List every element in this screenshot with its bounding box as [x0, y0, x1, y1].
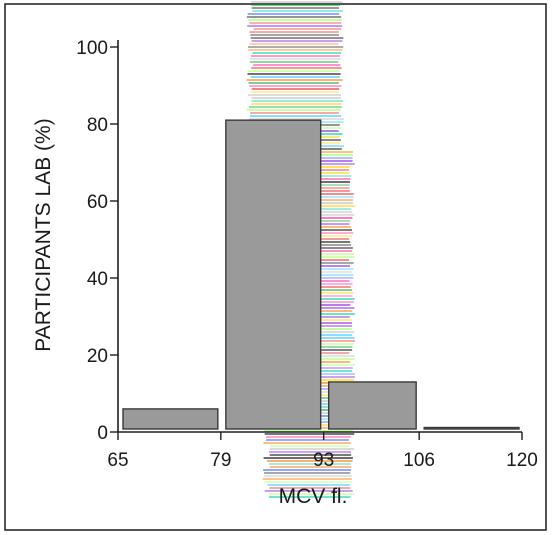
histogram-bar-1 — [122, 408, 219, 430]
y-tick-label: 0 — [97, 423, 108, 444]
x-axis-label: MCV fl. — [279, 485, 348, 508]
x-tick-label: 106 — [403, 450, 435, 471]
bars — [122, 119, 520, 430]
histogram-bar-2 — [225, 119, 322, 430]
y-ticks: 0 20 40 60 80 100 — [76, 38, 118, 444]
x-ticks: 65 79 93 106 120 — [107, 432, 538, 471]
y-axis-label: PARTICIPANTS LAB (%) — [32, 118, 55, 351]
y-tick-label: 20 — [87, 346, 108, 367]
y-tick-label: 40 — [87, 269, 108, 290]
y-tick-label: 60 — [87, 192, 108, 213]
figure-border — [4, 3, 547, 531]
x-tick-label: 120 — [506, 450, 538, 471]
histogram-bar-3 — [327, 381, 417, 430]
x-tick-label: 79 — [210, 450, 231, 471]
x-tick-label: 65 — [107, 450, 128, 471]
histogram-bar-4 — [423, 426, 520, 430]
y-tick-label: 80 — [87, 115, 108, 136]
y-tick-label: 100 — [76, 38, 108, 59]
x-tick-label: 93 — [313, 450, 334, 471]
